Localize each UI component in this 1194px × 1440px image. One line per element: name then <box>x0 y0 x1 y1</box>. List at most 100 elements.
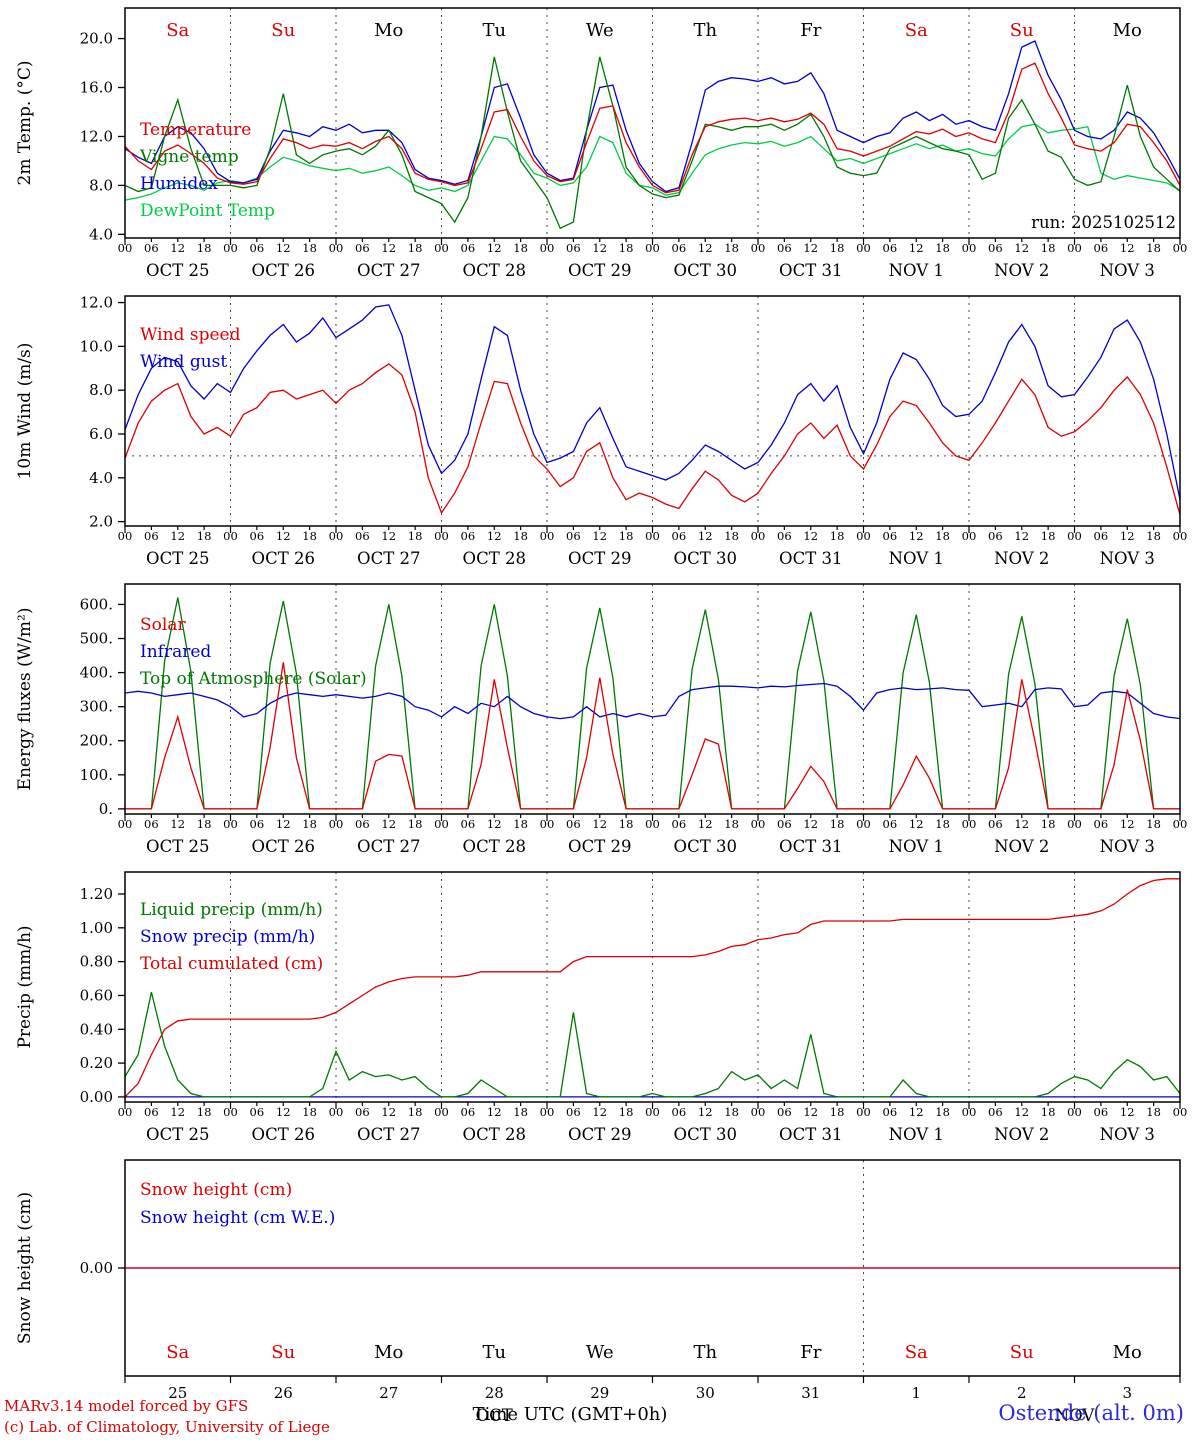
hour-tick-label: 12 <box>592 241 607 255</box>
date-label: OCT 25 <box>146 261 209 280</box>
hour-tick-label: 12 <box>170 529 185 543</box>
date-label: OCT 30 <box>674 549 737 568</box>
hour-tick-label: 06 <box>461 529 476 543</box>
hour-tick-label: 00 <box>434 529 449 543</box>
day-of-week-label: We <box>586 1342 614 1363</box>
date-label: OCT 26 <box>252 837 315 856</box>
day-of-week-label: Th <box>693 1342 717 1363</box>
hour-tick-label: 18 <box>619 1105 634 1119</box>
hour-tick-label: 00 <box>223 817 238 831</box>
date-number-label: 27 <box>379 1384 398 1402</box>
day-of-week-label: Mo <box>374 1342 403 1363</box>
y-tick-label: 1.00 <box>80 919 113 937</box>
hour-tick-label: 00 <box>223 241 238 255</box>
hour-tick-label: 12 <box>909 529 924 543</box>
series-line <box>124 40 1181 193</box>
hour-tick-label: 00 <box>751 1105 766 1119</box>
hour-tick-label: 18 <box>724 529 739 543</box>
hour-tick-label: 00 <box>118 817 133 831</box>
hour-tick-label: 18 <box>1146 1105 1161 1119</box>
hour-tick-label: 06 <box>144 817 159 831</box>
date-label: OCT 28 <box>463 837 526 856</box>
hour-tick-label: 18 <box>724 817 739 831</box>
hour-tick-label: 00 <box>1067 529 1082 543</box>
hour-tick-label: 00 <box>645 817 660 831</box>
legend-item: Vigne temp <box>139 147 239 167</box>
y-tick-label: 2.0 <box>89 513 113 531</box>
hour-tick-label: 06 <box>1094 241 1109 255</box>
hour-tick-label: 06 <box>777 817 792 831</box>
legend-item: Top of Atmosphere (Solar) <box>140 669 367 689</box>
hour-tick-label: 12 <box>276 241 291 255</box>
snow-panel: 0.00 Snow height (cm) Snow height (cm W.E.… <box>15 1159 1181 1383</box>
day-of-week-label: Sa <box>905 1342 928 1363</box>
hour-tick-label: 06 <box>355 1105 370 1119</box>
hour-tick-label: 00 <box>118 1105 133 1119</box>
date-label: OCT 27 <box>357 549 420 568</box>
date-label: NOV 1 <box>889 837 944 856</box>
month-label: OCT <box>476 1406 513 1425</box>
hour-tick-label: 00 <box>329 241 344 255</box>
credit-line-2: (c) Lab. of Climatology, University of L… <box>4 1418 330 1436</box>
date-label: OCT 30 <box>674 837 737 856</box>
hour-tick-label: 18 <box>1041 241 1056 255</box>
hour-tick-label: 06 <box>355 241 370 255</box>
y-tick-label: 6.0 <box>89 425 113 443</box>
hour-tick-label: 00 <box>1067 241 1082 255</box>
day-of-week-label: Mo <box>1113 20 1142 41</box>
legend-item: Total cumulated (cm) <box>140 954 323 974</box>
hour-tick-label: 18 <box>1041 817 1056 831</box>
legend-item: Liquid precip (mm/h) <box>140 900 323 920</box>
hour-tick-label: 00 <box>962 817 977 831</box>
date-label: OCT 27 <box>357 1125 420 1144</box>
hour-tick-label: 06 <box>883 1105 898 1119</box>
y-tick-label: 8.0 <box>89 176 113 194</box>
series-line <box>124 123 1181 201</box>
hour-tick-label: 00 <box>1067 817 1082 831</box>
day-of-week-label: Th <box>693 20 717 41</box>
date-label: NOV 1 <box>889 1125 944 1144</box>
day-of-week-label: Su <box>271 20 295 41</box>
date-number-label: 30 <box>696 1384 715 1402</box>
hour-tick-label: 00 <box>1067 1105 1082 1119</box>
hour-tick-label: 00 <box>751 241 766 255</box>
hour-tick-label: 12 <box>909 817 924 831</box>
y-tick-label: 100. <box>80 766 113 784</box>
hour-tick-label: 06 <box>144 1105 159 1119</box>
hour-tick-label: 18 <box>197 241 212 255</box>
hour-tick-label: 12 <box>1120 1105 1135 1119</box>
hour-tick-label: 06 <box>566 1105 581 1119</box>
date-label: OCT 31 <box>779 549 842 568</box>
day-of-week-label: Fr <box>800 20 821 41</box>
hour-tick-label: 06 <box>566 529 581 543</box>
hour-tick-label: 18 <box>619 241 634 255</box>
hour-tick-label: 12 <box>592 817 607 831</box>
hour-tick-label: 00 <box>856 529 871 543</box>
hour-tick-label: 00 <box>540 241 555 255</box>
day-of-week-label: Sa <box>166 1342 189 1363</box>
hour-tick-label: 12 <box>1014 529 1029 543</box>
hour-tick-label: 06 <box>250 1105 265 1119</box>
y-axis-title: Energy fluxes (W/m²) <box>15 608 35 791</box>
hour-tick-label: 00 <box>645 1105 660 1119</box>
y-tick-label: 400. <box>80 664 113 682</box>
hour-tick-label: 00 <box>118 241 133 255</box>
hour-tick-label: 00 <box>751 529 766 543</box>
hour-tick-label: 00 <box>856 817 871 831</box>
date-label: NOV 2 <box>994 549 1049 568</box>
hour-tick-label: 06 <box>777 241 792 255</box>
hour-tick-label: 00 <box>962 241 977 255</box>
date-number-label: 28 <box>485 1384 504 1402</box>
axis-box <box>124 295 1181 527</box>
y-tick-label: 0.60 <box>80 986 113 1004</box>
hour-tick-label: 12 <box>170 241 185 255</box>
date-label: NOV 1 <box>889 261 944 280</box>
hour-tick-label: 00 <box>434 817 449 831</box>
hour-tick-label: 18 <box>513 1105 528 1119</box>
hour-tick-label: 06 <box>672 241 687 255</box>
hour-tick-label: 06 <box>883 529 898 543</box>
hour-tick-label: 00 <box>223 529 238 543</box>
date-label: OCT 25 <box>146 549 209 568</box>
hour-tick-label: 06 <box>566 817 581 831</box>
